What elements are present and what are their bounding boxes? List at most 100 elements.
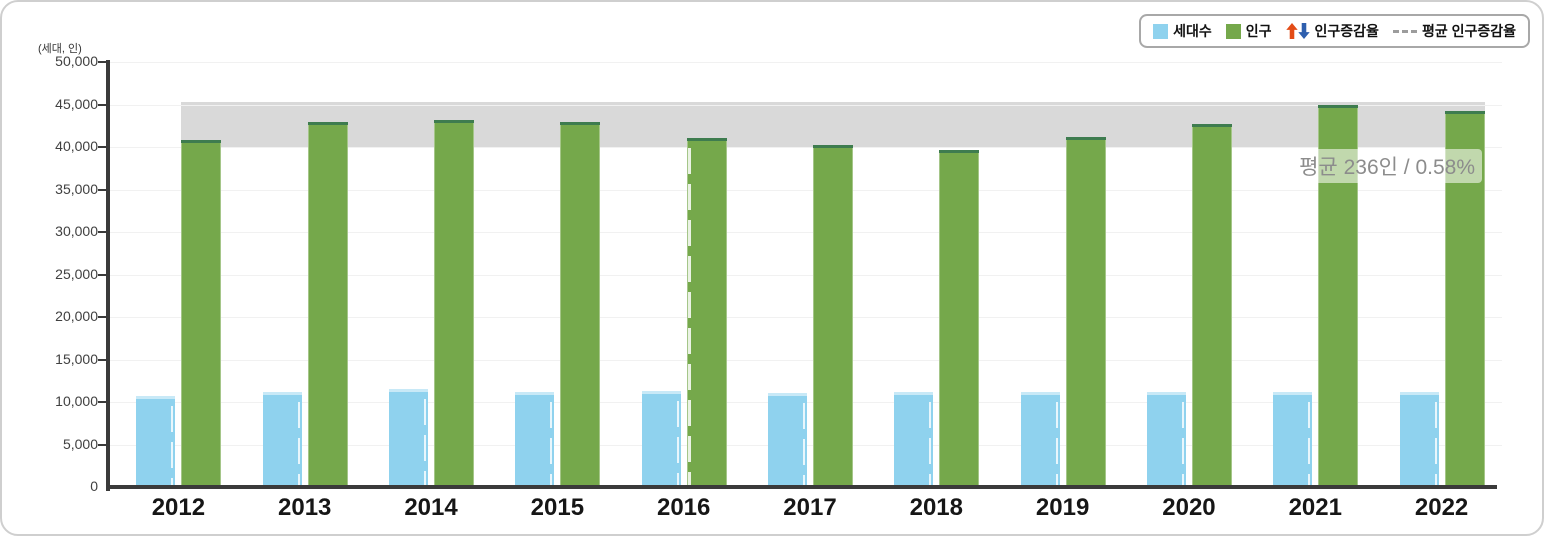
population-bar-2014[interactable] [434,119,475,486]
y-axis-tick-label: 25,000 [55,265,98,282]
bar-dashed-edge [297,401,300,486]
population-bar-2018[interactable] [939,150,980,486]
households-bar-cap [1399,392,1439,396]
households-bar-cap [641,391,681,395]
x-axis-label-2019: 2019 [1035,494,1090,521]
population-bar-2017[interactable] [813,144,853,486]
bar-dashed-edge [676,401,679,486]
households-bar-cap [136,396,176,400]
population-bar-cap [560,121,601,125]
households-bar-2013[interactable] [262,391,302,486]
population-bar-cap [686,138,727,142]
population-bar-2020[interactable] [1191,123,1232,486]
households-bar-cap [515,391,555,395]
y-axis-unit-label: (세대, 인) [38,43,82,55]
households-bar-2019[interactable] [1020,391,1060,486]
y-gridline [110,189,1502,191]
households-bar-cap [1273,392,1313,396]
population-bar-2012[interactable] [181,140,222,486]
population-bar-cap [813,144,853,148]
x-axis-label-2020: 2020 [1162,494,1216,521]
households-bar-2017[interactable] [768,392,807,486]
y-axis-tick [98,443,106,446]
x-axis-label-2016: 2016 [656,494,711,521]
chart-legend: 세대수 인구 인구증감율 평균 인구증감율 [1139,14,1530,48]
households-bar-cap [262,391,302,395]
legend-item-2[interactable]: 인구 [1225,21,1272,41]
y-axis-tick-label: 15,000 [55,350,98,367]
legend-item-1[interactable]: 세대수 [1153,21,1212,41]
households-bar-cap [1146,391,1186,395]
x-axis-label-2015: 2015 [530,494,585,521]
y-axis-tick [98,401,106,403]
bar-dashed-edge [1308,402,1311,486]
population-bar-cap [1318,105,1359,109]
average-range-band [181,101,1485,148]
y-gridline [110,359,1502,361]
bar-dashed-edge [1181,401,1184,486]
x-axis-label-2013: 2013 [278,494,332,521]
x-axis-label-2022: 2022 [1414,494,1469,521]
bar-dashed-edge [424,398,427,486]
y-axis-tick [98,316,106,318]
households-bar-2021[interactable] [1273,392,1313,486]
average-annotation: 평균 236인 / 0.58% [1292,149,1482,183]
legend-item-3[interactable]: 인구증감율 [1285,21,1379,41]
population-bar-2015[interactable] [560,121,601,486]
y-axis-tick [98,188,106,191]
legend-label: 평균 인구증감율 [1421,23,1516,39]
y-gridline [110,317,1502,318]
y-axis-tick [98,61,106,63]
population-bar-cap [307,121,348,125]
population-bar-2016[interactable] [686,138,727,486]
up-down-arrows-icon [1285,23,1310,39]
x-axis-label-2017: 2017 [783,494,837,521]
y-axis-tick-label: 0 [90,478,98,494]
households-bar-2020[interactable] [1146,391,1186,486]
households-bar-cap [894,392,934,396]
bar-dashed-edge [550,401,553,486]
y-axis-tick-label: 45,000 [55,95,98,112]
households-bar-cap [768,392,807,396]
y-axis-tick-label: 30,000 [55,223,98,239]
legend-item-4[interactable]: 평균 인구증감율 [1392,21,1516,41]
y-axis-tick-label: 35,000 [55,180,98,197]
y-gridline [110,274,1502,276]
y-gridline [110,232,1502,233]
households-bar-2016[interactable] [641,391,681,486]
households-bar-2015[interactable] [515,391,555,486]
households-bar-2014[interactable] [389,388,429,486]
households-bar-2012[interactable] [136,396,176,486]
population-bar-2013[interactable] [307,121,348,486]
population-bar-cap [939,150,980,154]
y-axis-tick [98,103,106,106]
bar-dashed-edge [929,402,932,486]
legend-label: 세대수 [1173,23,1212,39]
y-axis-tick [98,358,106,361]
population-bar-cap [1444,110,1485,114]
y-axis-tick [98,273,106,276]
bar-dashed-edge [171,406,174,486]
x-axis-label-2014: 2014 [404,494,458,521]
y-axis-tick-label: 10,000 [55,393,98,409]
bar-dashed-edge [687,148,691,486]
y-gridline [110,104,1502,106]
legend-swatch-icon [1225,23,1241,39]
x-axis-label-2012: 2012 [151,494,206,521]
population-bar-2019[interactable] [1065,137,1106,486]
households-bar-2018[interactable] [894,392,934,486]
dashed-line-icon [1392,29,1417,33]
households-bar-2022[interactable] [1399,392,1439,486]
y-axis-line [106,60,110,491]
y-axis-tick-label: 40,000 [55,138,98,154]
population-bar-cap [1065,137,1106,141]
bar-dashed-edge [1434,402,1437,486]
population-bar-cap [1191,123,1232,127]
y-gridline [110,147,1502,148]
y-gridline [110,62,1502,63]
bar-dashed-edge [803,402,805,486]
y-axis-tick-label: 5,000 [62,435,98,452]
households-bar-cap [1020,391,1060,395]
